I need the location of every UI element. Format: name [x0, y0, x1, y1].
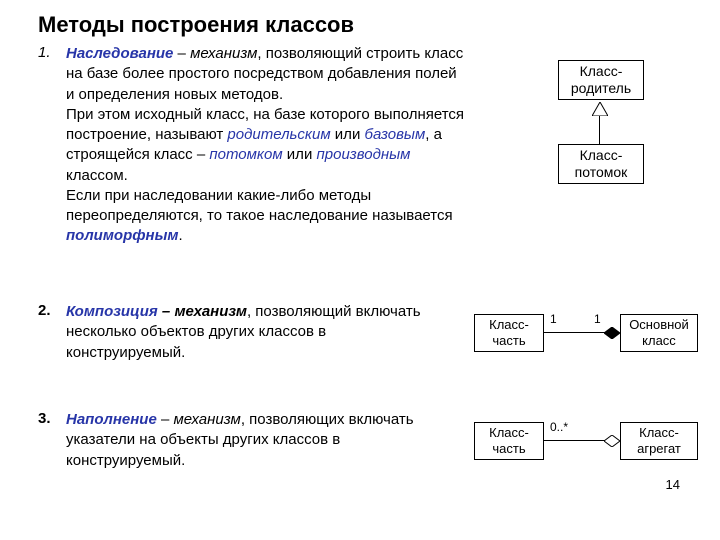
- box-label: Класс- потомок: [575, 147, 628, 181]
- box-label: Основной класс: [629, 317, 689, 348]
- term-derived: производным: [317, 146, 411, 163]
- connector-line: [599, 116, 601, 144]
- multiplicity-left: 0..*: [550, 420, 568, 434]
- uml-box-aggregate: Класс- агрегат: [620, 422, 698, 460]
- item-2-text: Композиция – механизм, позволяющий включ…: [66, 302, 436, 363]
- item-1-text: Наследование – механизм, позволяющий стр…: [66, 44, 466, 247]
- connector-line: [544, 440, 608, 441]
- uml-box-whole: Основной класс: [620, 314, 698, 352]
- box-label: Класс- агрегат: [637, 425, 681, 456]
- term-parent: родительским: [227, 126, 330, 143]
- mechanism-word: механизм: [174, 303, 247, 320]
- page-number: 14: [666, 477, 680, 492]
- text-run: или: [283, 146, 317, 163]
- page-title: Методы построения классов: [38, 12, 354, 38]
- aggregation-diamond-icon: [604, 434, 620, 446]
- box-label: Класс- родитель: [571, 63, 631, 97]
- box-label: Класс- часть: [489, 317, 529, 348]
- term-inheritance: Наследование: [66, 45, 173, 62]
- text-run: .: [178, 227, 182, 244]
- uml-box-child: Класс- потомок: [558, 144, 644, 184]
- term-descendant: потомком: [209, 146, 282, 163]
- term-composition: Композиция: [66, 303, 158, 320]
- text-run: классом.: [66, 167, 128, 184]
- list-number-2: 2.: [38, 302, 51, 319]
- uml-box-parent: Класс- родитель: [558, 60, 644, 100]
- dash: –: [158, 303, 175, 320]
- item-3-text: Наполнение – механизм, позволяющих включ…: [66, 410, 436, 471]
- term-polymorphic: полиморфным: [66, 227, 178, 244]
- multiplicity-right: 1: [594, 312, 601, 326]
- term-base: базовым: [365, 126, 426, 143]
- composition-diamond-icon: [604, 326, 620, 338]
- generalization-arrow-icon: [592, 102, 608, 116]
- uml-box-part: Класс- часть: [474, 314, 544, 352]
- term-aggregation: Наполнение: [66, 411, 157, 428]
- box-label: Класс- часть: [489, 425, 529, 456]
- text-run: или: [331, 126, 365, 143]
- dash: –: [173, 45, 190, 62]
- uml-box-part: Класс- часть: [474, 422, 544, 460]
- mechanism-word: механизм: [190, 45, 257, 62]
- text-run: Если при наследовании какие-либо методы …: [66, 187, 453, 224]
- mechanism-word: механизм: [174, 411, 241, 428]
- multiplicity-left: 1: [550, 312, 557, 326]
- dash: –: [157, 411, 174, 428]
- list-number-1: 1.: [38, 44, 51, 61]
- list-number-3: 3.: [38, 410, 51, 427]
- connector-line: [544, 332, 608, 333]
